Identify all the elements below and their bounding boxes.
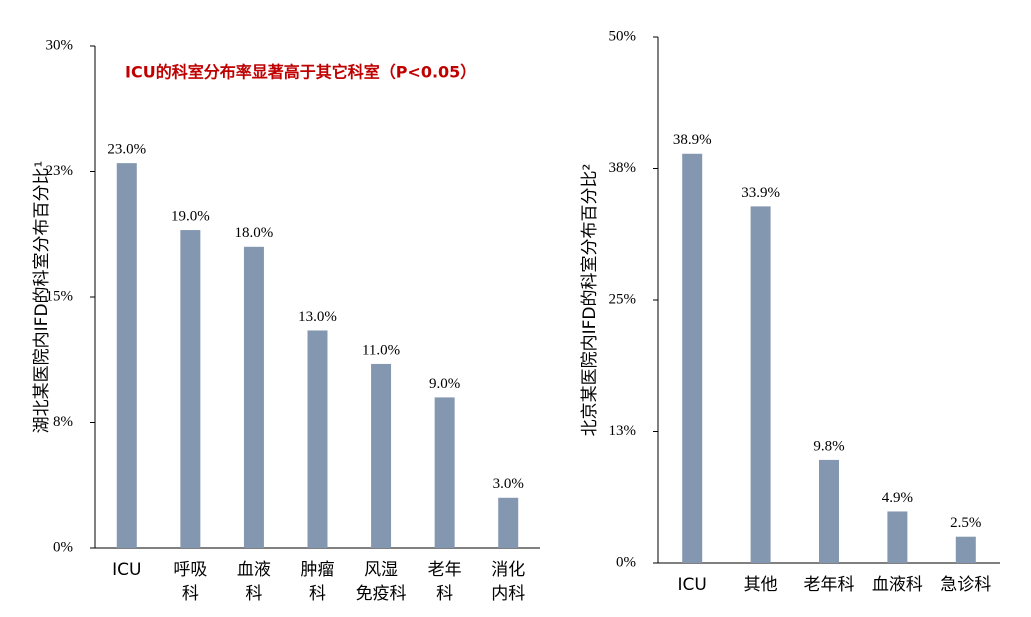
y-tick-label: 30%	[46, 37, 74, 53]
axis-title: 湖北某医院内IFD的科室分布百分比¹	[32, 161, 52, 434]
bar	[682, 153, 703, 563]
axis-title: 北京某医院内IFD的科室分布百分比²	[580, 164, 600, 437]
y-tick-label: 0%	[53, 539, 73, 555]
value-label: 19.0%	[171, 209, 210, 225]
y-tick-label: 15%	[46, 288, 74, 304]
x-tick-label: 老年科	[803, 575, 855, 595]
value-label: 33.9%	[741, 185, 780, 201]
value-label: 4.9%	[882, 490, 913, 506]
bar	[750, 206, 771, 563]
value-label: 3.0%	[493, 476, 524, 492]
y-tick-label: 13%	[609, 423, 637, 439]
value-label: 18.0%	[235, 225, 274, 241]
x-tick-label: ICU	[677, 575, 707, 595]
x-tick-label: 急诊科	[940, 575, 992, 595]
bar	[307, 330, 328, 548]
value-label: 9.8%	[813, 438, 844, 454]
bar	[180, 230, 201, 549]
annotation: ICU的科室分布率显著高于其它科室（P<0.05）	[125, 63, 476, 82]
y-tick-label: 25%	[609, 291, 637, 307]
value-label: 9.0%	[429, 376, 460, 392]
bar	[887, 511, 908, 563]
x-tick-label: 其他	[743, 575, 778, 595]
x-tick-label: ICU	[112, 560, 142, 580]
x-tick-label: 消化 内科	[491, 560, 526, 604]
x-tick-label: 血液科	[871, 575, 923, 595]
value-label: 23.0%	[107, 142, 146, 158]
y-tick-label: 38%	[609, 160, 637, 176]
y-tick-label: 23%	[46, 163, 74, 179]
x-tick-label: 风湿 免疫科	[355, 560, 407, 604]
bar	[819, 459, 839, 563]
x-tick-label: 肿瘤 科	[300, 560, 335, 604]
x-tick-label: 呼吸 科	[173, 560, 208, 604]
y-tick-label: 0%	[616, 554, 636, 570]
bar	[243, 246, 264, 549]
value-label: 13.0%	[298, 309, 337, 325]
bar	[498, 497, 519, 548]
bar	[116, 163, 137, 548]
x-tick-label: 老年 科	[427, 560, 462, 604]
y-tick-label: 8%	[53, 414, 73, 430]
bar	[371, 363, 392, 548]
value-label: 38.9%	[673, 132, 712, 148]
x-tick-label: 血液 科	[236, 560, 271, 604]
y-tick-label: 50%	[609, 28, 637, 44]
value-label: 11.0%	[362, 342, 400, 358]
bar	[955, 536, 976, 563]
bar	[434, 397, 455, 548]
value-label: 2.5%	[950, 515, 981, 531]
